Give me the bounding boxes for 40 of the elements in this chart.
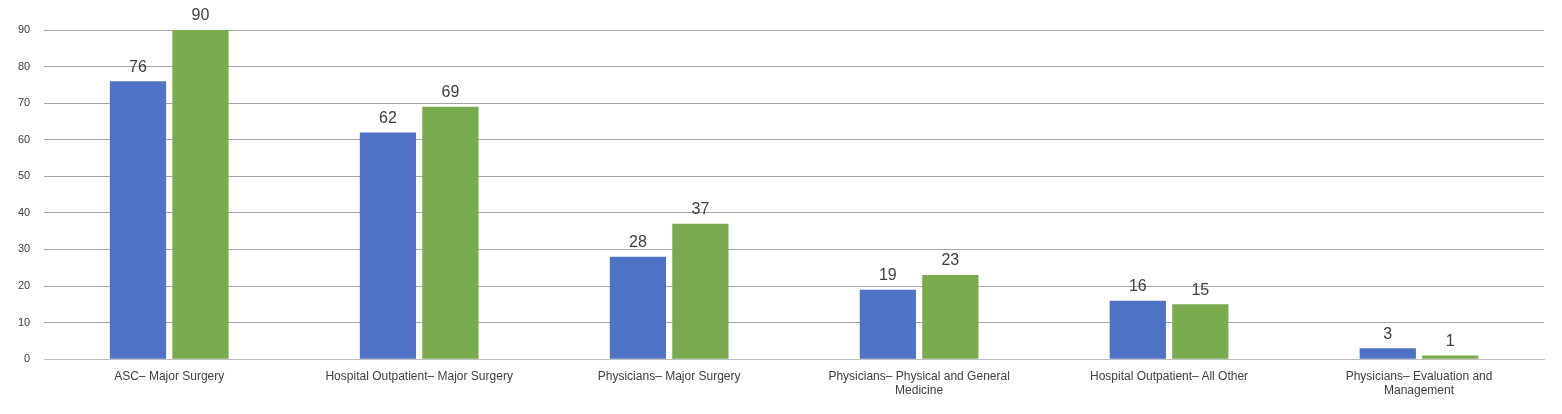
x-tick-label: Hospital Outpatient– Major Surgery <box>325 368 513 383</box>
bar <box>109 81 167 359</box>
x-tick-label: Physicians– Physical and General Medicine <box>828 368 1010 398</box>
y-tick-label: 20 <box>17 279 31 292</box>
y-tick-label: 50 <box>17 169 31 182</box>
y-tick-label: 0 <box>24 352 31 365</box>
y-tick-label: 30 <box>17 242 31 255</box>
data-label: 28 <box>628 233 647 251</box>
bar <box>1172 304 1229 359</box>
data-label: 16 <box>1128 277 1147 295</box>
bar <box>609 256 667 359</box>
y-tick-label: 40 <box>17 205 31 218</box>
data-label: 62 <box>379 108 397 126</box>
y-tick-label: 90 <box>17 23 31 36</box>
data-label: 15 <box>1191 280 1210 298</box>
bar <box>859 289 916 359</box>
data-label: 69 <box>441 83 460 101</box>
bar <box>672 223 729 359</box>
bar <box>1109 300 1166 359</box>
data-label: 76 <box>129 57 147 75</box>
x-tick-label: Hospital Outpatient– All Other <box>1090 368 1249 383</box>
x-tick-label: Physicians– Major Surgery <box>597 368 741 383</box>
data-label: 3 <box>1383 324 1393 342</box>
data-label: 1 <box>1445 331 1455 349</box>
data-label: 37 <box>691 200 710 218</box>
x-tick-label: ASC– Major Surgery <box>114 368 225 383</box>
bar <box>422 106 479 359</box>
bar <box>1359 348 1416 359</box>
y-tick-label: 80 <box>17 59 31 72</box>
data-label: 23 <box>941 251 960 269</box>
y-tick-label: 70 <box>17 96 31 109</box>
data-label: 19 <box>878 266 897 284</box>
y-tick-label: 10 <box>17 315 31 328</box>
bar <box>359 132 417 359</box>
data-label: 90 <box>191 6 210 24</box>
bar <box>1422 355 1479 359</box>
bar <box>922 275 979 359</box>
x-tick-label: Physicians– Evaluation and Management <box>1345 368 1493 398</box>
bar <box>172 30 229 359</box>
y-tick-label: 60 <box>17 132 31 145</box>
